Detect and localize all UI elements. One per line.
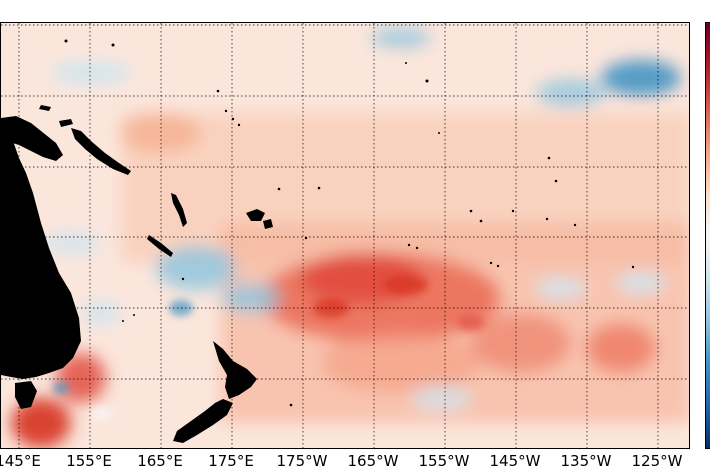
new-zealand-south-island — [173, 399, 233, 443]
x-tick-label: 155°W — [418, 452, 470, 470]
anomaly-map — [1, 23, 689, 448]
colorbar — [705, 22, 710, 449]
anomaly-field — [1, 23, 689, 448]
land-masses — [1, 39, 635, 443]
australia-landmass — [1, 133, 81, 379]
fiji-landmass — [246, 209, 265, 221]
x-tick-label: 145°E — [0, 452, 41, 470]
new-zealand-north-island — [213, 341, 257, 399]
x-tick-label: 175°E — [208, 452, 254, 470]
x-tick-label: 165°E — [137, 452, 183, 470]
x-tick-label: 165°W — [347, 452, 399, 470]
x-tick-label: 175°W — [276, 452, 328, 470]
new-caledonia-landmass — [147, 235, 173, 257]
x-tick-label: 155°E — [66, 452, 112, 470]
tasmania-landmass — [15, 381, 37, 409]
x-tick-label: 125°W — [631, 452, 683, 470]
map-panel — [0, 22, 690, 449]
new-guinea-landmass — [1, 116, 63, 161]
x-tick-label: 145°W — [489, 452, 541, 470]
solomon-islands-landmass — [71, 128, 131, 175]
x-tick-label: 135°W — [560, 452, 612, 470]
grid-lines — [1, 23, 689, 448]
